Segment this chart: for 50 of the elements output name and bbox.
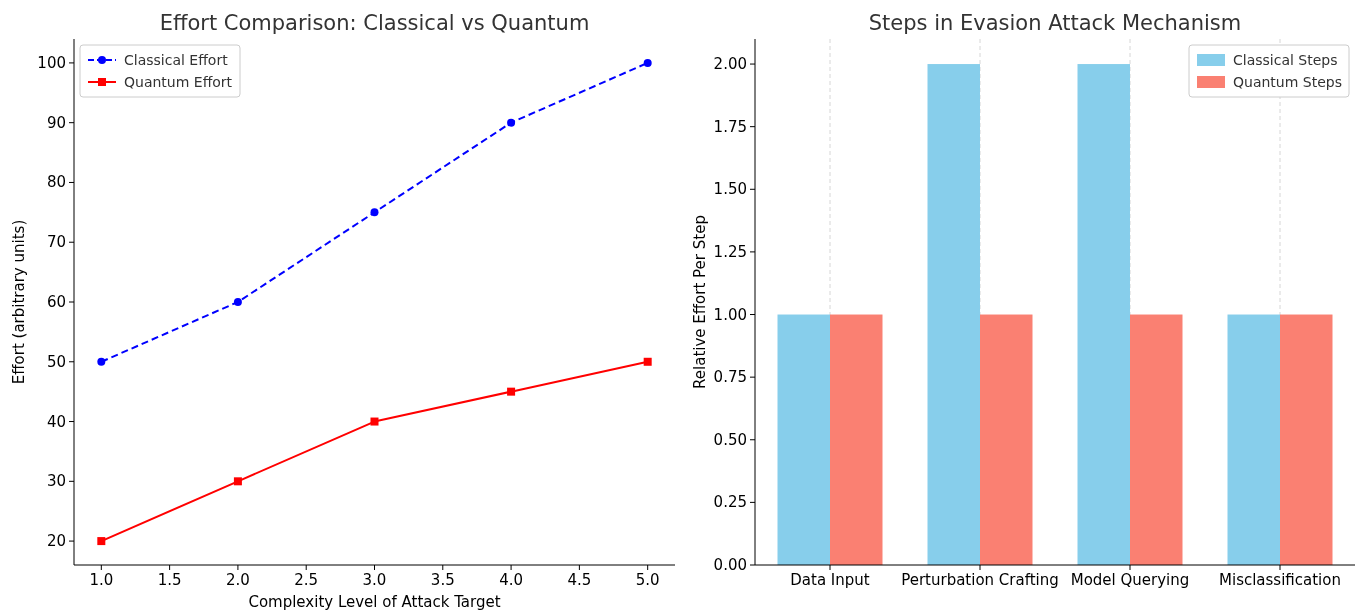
point xyxy=(233,477,242,486)
y-axis-title: Effort (arbitrary units) xyxy=(10,219,28,385)
x-tick-label: Model Querying xyxy=(1070,571,1190,589)
x-tick-label: 1.0 xyxy=(89,571,114,589)
point xyxy=(370,417,379,426)
y-tick-label: 0.25 xyxy=(713,493,747,512)
point xyxy=(643,58,652,67)
point xyxy=(370,208,379,217)
y-tick-label: 1.25 xyxy=(713,242,747,261)
x-tick-label: Data Input xyxy=(790,571,870,589)
chart-title: Effort Comparison: Classical vs Quantum xyxy=(159,11,590,35)
point xyxy=(507,387,516,396)
y-tick-label: 70 xyxy=(46,233,66,252)
x-tick-label: 2.0 xyxy=(225,571,250,589)
legend-label: Classical Steps xyxy=(1233,52,1338,68)
point xyxy=(507,118,516,127)
y-tick-label: 100 xyxy=(37,53,66,72)
y-tick-label: 0.75 xyxy=(713,368,747,387)
point xyxy=(233,298,242,306)
x-tick-label: 3.5 xyxy=(430,571,455,589)
y-tick-label: 0.00 xyxy=(713,556,747,574)
y-tick-label: 2.00 xyxy=(713,55,747,74)
legend-label: Quantum Steps xyxy=(1233,74,1342,90)
y-tick-label: 1.75 xyxy=(713,117,747,136)
x-tick-label: 2.5 xyxy=(294,571,319,589)
x-tick-label: 3.0 xyxy=(362,571,387,589)
chart-title: Steps in Evasion Attack Mechanism xyxy=(868,11,1242,35)
x-tick-label: Perturbation Crafting xyxy=(901,571,1059,589)
x-tick-label: 5.0 xyxy=(635,571,660,589)
legend-label: Quantum Effort xyxy=(124,74,233,90)
x-tick-label: 1.5 xyxy=(157,571,182,589)
point xyxy=(97,537,106,546)
point xyxy=(97,357,106,366)
y-tick-label: 30 xyxy=(46,472,66,491)
y-axis-title: Relative Effort Per Step xyxy=(691,215,709,389)
point xyxy=(643,357,652,366)
legend-label: Classical Effort xyxy=(124,52,229,68)
y-tick-label: 40 xyxy=(46,412,66,431)
x-tick-label: 4.0 xyxy=(499,571,524,589)
x-axis-title: Complexity Level of Attack Target xyxy=(248,593,501,611)
y-tick-label: 0.50 xyxy=(713,430,747,449)
x-tick-label: 4.5 xyxy=(567,571,592,589)
y-tick-label: 50 xyxy=(46,352,66,371)
y-tick-label: 80 xyxy=(46,173,66,192)
y-tick-label: 1.00 xyxy=(713,305,747,324)
y-tick-label: 20 xyxy=(46,532,66,551)
y-tick-label: 1.50 xyxy=(713,180,747,199)
x-tick-label: Misclassification xyxy=(1219,571,1341,589)
y-tick-label: 60 xyxy=(46,293,66,311)
y-tick-label: 90 xyxy=(46,113,66,132)
